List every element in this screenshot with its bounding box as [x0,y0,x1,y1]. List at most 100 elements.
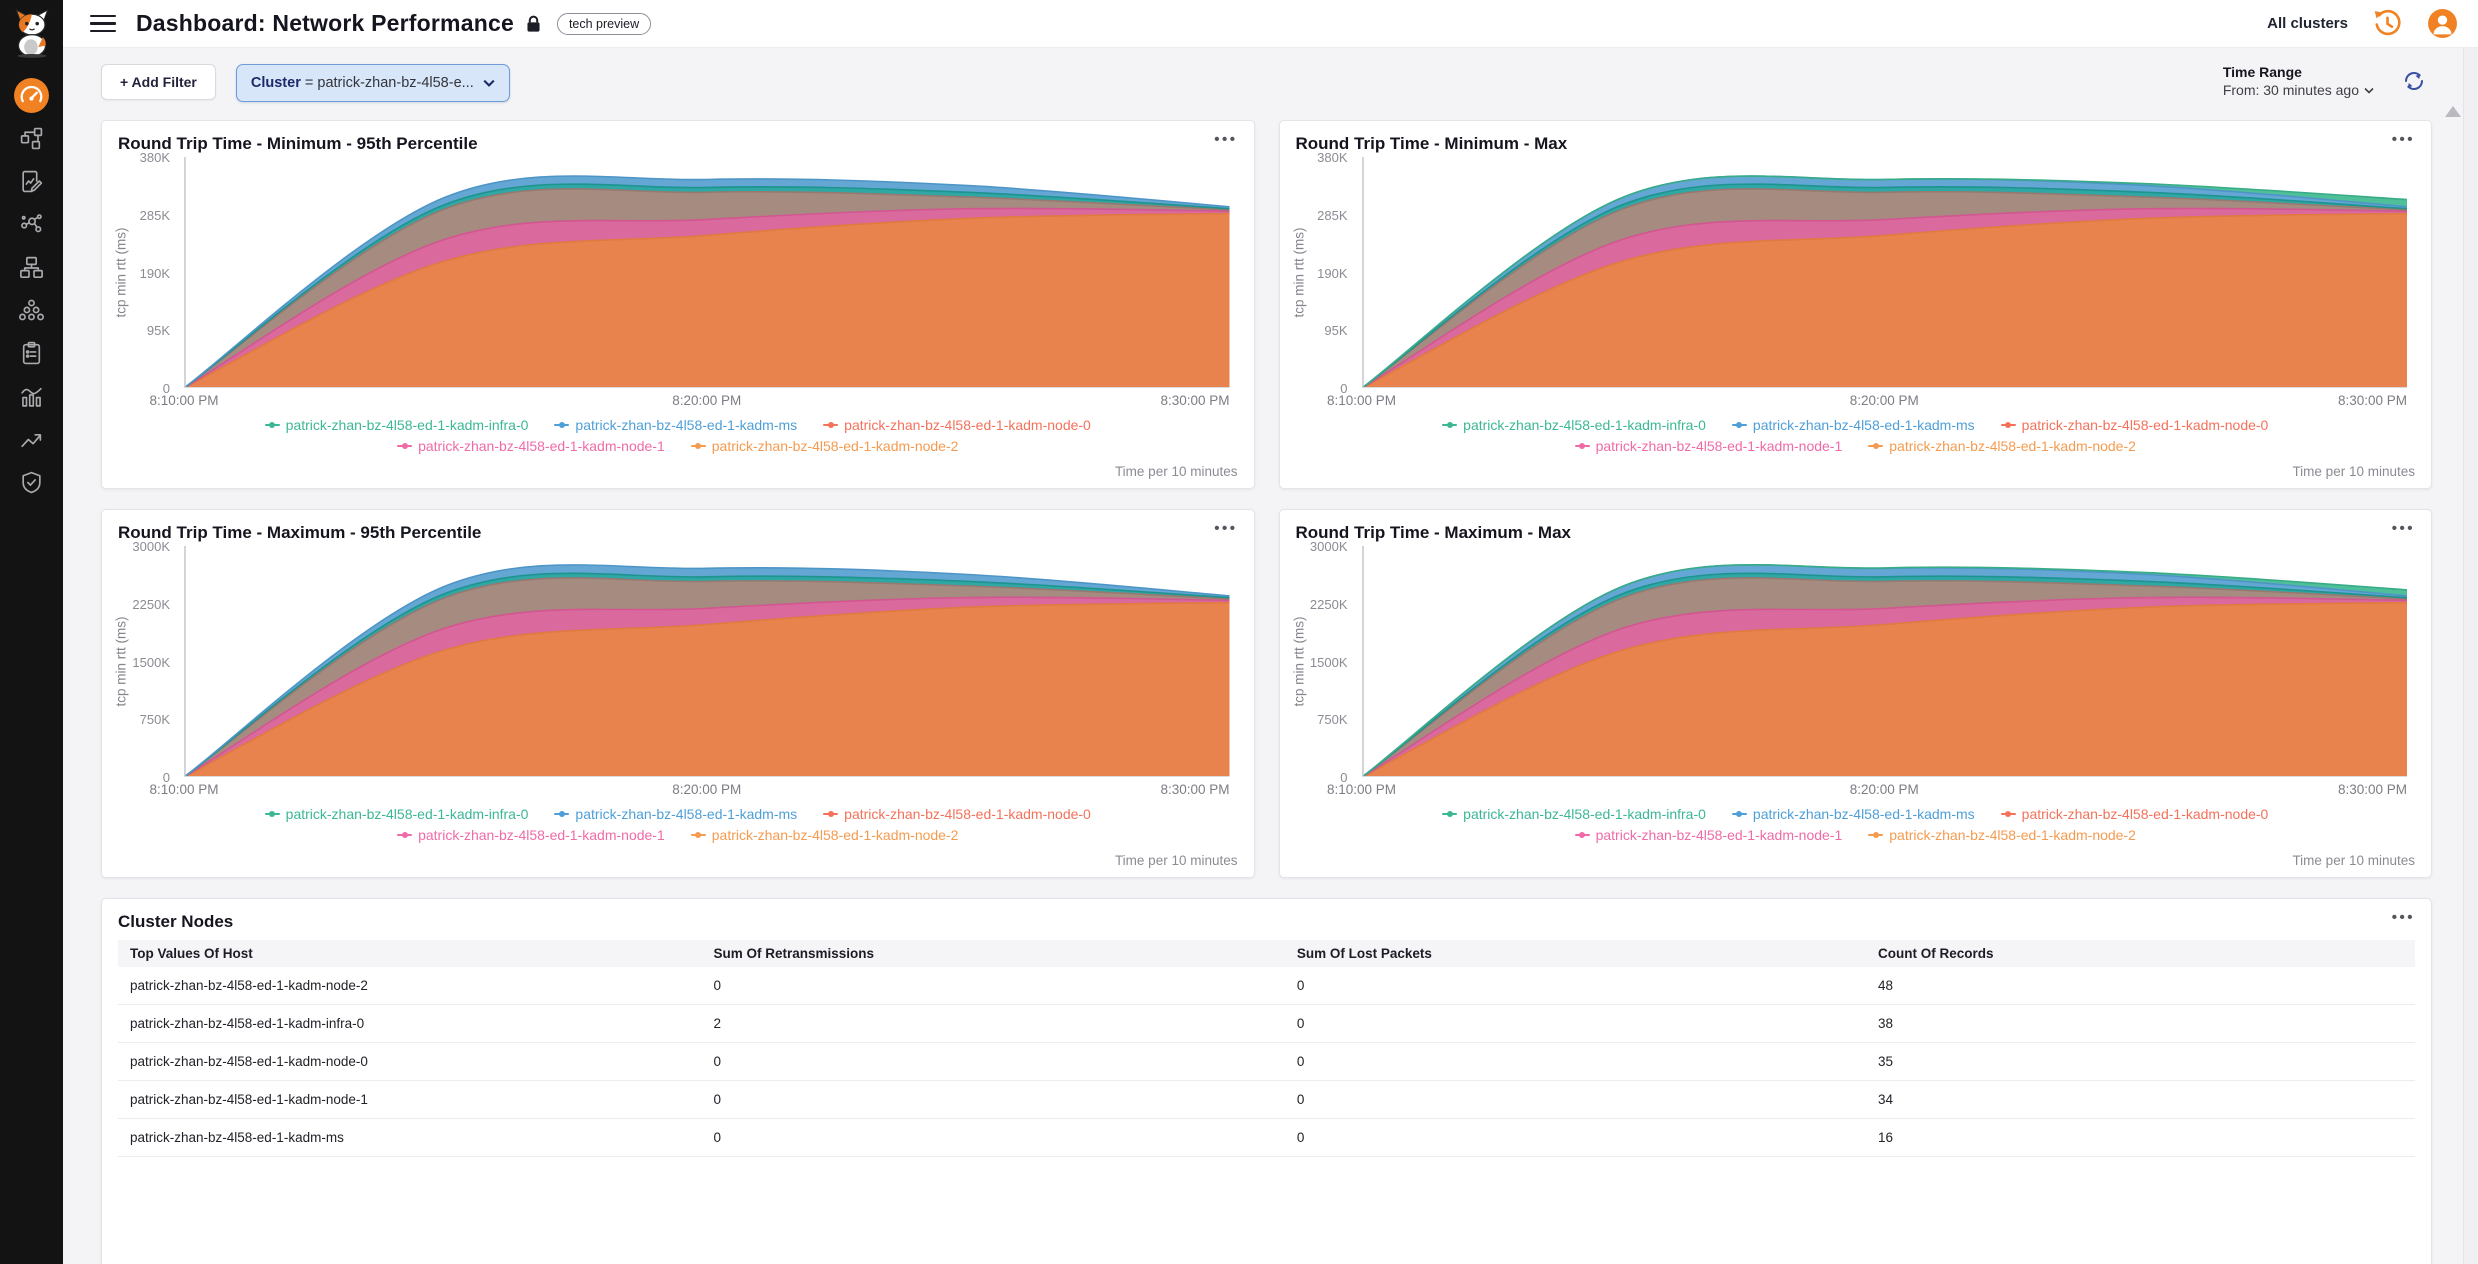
panel-options-icon[interactable] [2386,903,2421,932]
y-axis-tick: 190K [139,265,170,281]
add-filter-button[interactable]: + Add Filter [101,64,216,100]
vertical-scrollbar-track[interactable] [2463,48,2478,1264]
molecule-icon [21,214,42,233]
legend-item[interactable]: patrick-zhan-bz-4l58-ed-1-kadm-node-2 [690,438,958,454]
table-cell: 16 [1878,1130,1894,1145]
time-per-note: Time per 10 minutes [2292,464,2415,479]
x-axis-ticks: 8:10:00 PM 8:20:00 PM 8:30:00 PM [149,393,1230,411]
panel-options-icon[interactable] [1208,125,1243,154]
scroll-up-icon[interactable] [2445,106,2461,117]
legend-item[interactable]: patrick-zhan-bz-4l58-ed-1-kadm-node-2 [1868,827,2136,843]
legend-item[interactable]: patrick-zhan-bz-4l58-ed-1-kadm-infra-0 [1442,806,1706,822]
legend-item[interactable]: patrick-zhan-bz-4l58-ed-1-kadm-node-0 [2000,806,2268,822]
cluster-filter-pill[interactable]: Cluster = patrick-zhan-bz-4l58-e... [235,64,510,102]
x-axis-tick: 8:20:00 PM [672,393,742,408]
legend-item[interactable]: patrick-zhan-bz-4l58-ed-1-kadm-infra-0 [1442,417,1706,433]
x-axis-tick: 8:20:00 PM [672,782,742,797]
legend-item[interactable]: patrick-zhan-bz-4l58-ed-1-kadm-node-1 [397,438,665,454]
refresh-icon[interactable] [2402,69,2426,93]
y-axis-tick: 0 [1340,770,1348,785]
tech-preview-badge: tech preview [556,12,652,35]
table-row: patrick-zhan-bz-4l58-ed-1-kadm-infra-0 2 0… [118,1005,2415,1043]
y-axis-tick: 0 [162,770,170,785]
legend-item[interactable]: patrick-zhan-bz-4l58-ed-1-kadm-node-2 [1868,438,2136,454]
table-title: Cluster Nodes [118,912,234,931]
x-axis-tick: 8:30:00 PM [1160,393,1230,408]
x-axis-ticks: 8:10:00 PM 8:20:00 PM 8:30:00 PM [149,782,1230,800]
legend-item[interactable]: patrick-zhan-bz-4l58-ed-1-kadm-node-1 [1574,827,1842,843]
table-cell: patrick-zhan-bz-4l58-ed-1-kadm-ms [130,1130,344,1145]
legend-item[interactable]: patrick-zhan-bz-4l58-ed-1-kadm-ms [554,806,797,822]
series-marker-icon [554,421,570,430]
series-marker-icon [1442,810,1458,819]
legend-item[interactable]: patrick-zhan-bz-4l58-ed-1-kadm-node-1 [397,827,665,843]
mascot-logo-icon[interactable] [10,8,54,58]
cluster-nodes-panel: Cluster Nodes Top Values Of Host Sum Of R… [101,898,2432,1264]
y-axis-tick: 380K [139,150,170,165]
sidebar-item-sitemap[interactable] [0,246,63,289]
chart-legend: patrick-zhan-bz-4l58-ed-1-kadm-infra-0 pa… [1296,417,2416,454]
y-axis-tick: 750K [139,712,170,728]
sitemap-icon [20,256,43,279]
time-range-label: Time Range [2222,64,2302,80]
x-axis-tick: 8:10:00 PM [149,782,219,797]
table-row: patrick-zhan-bz-4l58-ed-1-kadm-node-2 0 0 4… [118,967,2415,1005]
table-cell: 0 [713,978,721,993]
legend-item[interactable]: patrick-zhan-bz-4l58-ed-1-kadm-node-0 [823,806,1091,822]
table-cell: 34 [1878,1092,1894,1107]
panel-options-icon[interactable] [1208,514,1243,543]
x-axis-tick: 8:30:00 PM [2337,393,2407,408]
top-header: Dashboard: Network Performance tech prev… [63,0,2478,48]
sidebar-item-analytics[interactable] [0,375,63,418]
legend-item[interactable]: patrick-zhan-bz-4l58-ed-1-kadm-node-0 [2000,417,2268,433]
x-axis-ticks: 8:10:00 PM 8:20:00 PM 8:30:00 PM [1327,782,2407,800]
x-axis-ticks: 8:10:00 PM 8:20:00 PM 8:30:00 PM [1327,393,2407,411]
sidebar-item-form-edit[interactable] [0,160,63,203]
filter-condition: = patrick-zhan-bz-4l58-e... [304,75,474,91]
legend-item[interactable]: patrick-zhan-bz-4l58-ed-1-kadm-infra-0 [264,806,528,822]
sidebar-item-topology[interactable] [0,117,63,160]
time-range-from-dropdown[interactable]: From: 30 minutes ago [2223,82,2374,98]
panel-options-icon[interactable] [2386,514,2421,543]
sidebar-item-dashboard[interactable] [0,74,63,117]
legend-item[interactable]: patrick-zhan-bz-4l58-ed-1-kadm-ms [1731,417,1975,433]
series-marker-icon [2000,421,2016,430]
legend-item[interactable]: patrick-zhan-bz-4l58-ed-1-kadm-node-0 [823,417,1091,433]
legend-item[interactable]: patrick-zhan-bz-4l58-ed-1-kadm-ms [1731,806,1975,822]
table-cell: 35 [1878,1054,1894,1069]
chart-panel: Round Trip Time - Minimum - 95th Percent… [101,120,1255,489]
hamburger-menu-icon[interactable] [90,14,116,33]
x-axis-tick: 8:30:00 PM [1160,782,1230,797]
sidebar-item-molecule[interactable] [0,203,63,246]
all-clusters-link[interactable]: All clusters [2267,15,2348,32]
history-icon[interactable] [2372,8,2403,39]
table-cell: 0 [713,1092,721,1107]
legend-item[interactable]: patrick-zhan-bz-4l58-ed-1-kadm-node-2 [690,827,958,843]
y-axis-tick: 285K [1317,207,1348,223]
user-avatar-icon[interactable] [2427,8,2458,39]
y-axis-tick: 1500K [1309,654,1348,670]
y-axis-tick: 2250K [1309,596,1348,612]
legend-item[interactable]: patrick-zhan-bz-4l58-ed-1-kadm-infra-0 [264,417,528,433]
series-marker-icon [397,442,413,451]
legend-item[interactable]: patrick-zhan-bz-4l58-ed-1-kadm-node-1 [1574,438,1842,454]
sidebar-item-cluster[interactable] [0,289,63,332]
panel-options-icon[interactable] [2386,125,2421,154]
chart-plot-area[interactable] [1361,546,2407,777]
filter-bar: + Add Filter Cluster = patrick-zhan-bz-4… [63,48,2478,120]
table-cell: 0 [1296,1054,1305,1069]
legend-item[interactable]: patrick-zhan-bz-4l58-ed-1-kadm-ms [554,417,797,433]
series-marker-icon [823,810,839,819]
sidebar-item-shield[interactable] [0,461,63,504]
chart-plot-area[interactable] [184,157,1230,388]
series-marker-icon [264,810,280,819]
sidebar-item-clipboard[interactable] [0,332,63,375]
sidebar-item-trend[interactable] [0,418,63,461]
chart-title: Round Trip Time - Maximum - 95th Percent… [118,523,482,542]
column-header: Top Values Of Host [130,946,253,961]
chart-plot-area[interactable] [184,546,1230,777]
series-marker-icon [1868,442,1884,451]
series-marker-icon [1731,810,1747,819]
chart-plot-area[interactable] [1361,157,2407,388]
chart-panel: Round Trip Time - Maximum - 95th Percent… [101,509,1255,878]
